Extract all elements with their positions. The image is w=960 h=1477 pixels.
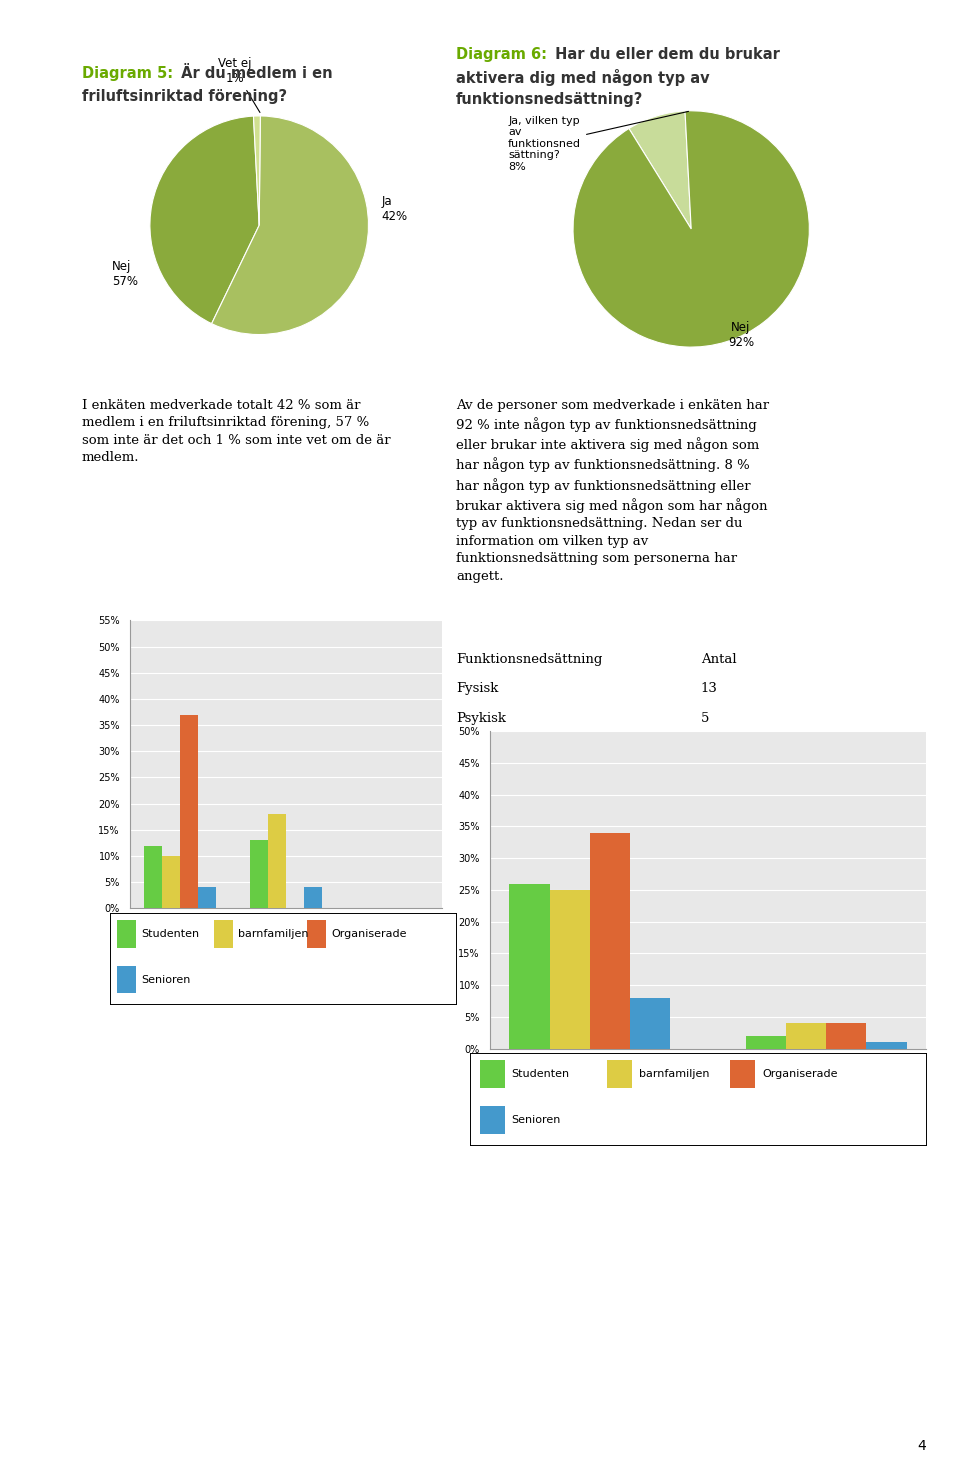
Text: Vet ej
1%: Vet ej 1%	[219, 58, 260, 112]
Text: Diagram 6:: Diagram 6:	[456, 47, 547, 62]
Text: Nej
57%: Nej 57%	[111, 260, 137, 288]
Text: Fysisk: Fysisk	[456, 682, 498, 696]
Bar	[746, 1035, 786, 1049]
Text: Organiserade: Organiserade	[331, 929, 407, 939]
Bar	[117, 920, 136, 948]
Bar	[307, 920, 326, 948]
Wedge shape	[573, 111, 809, 347]
Wedge shape	[253, 115, 260, 226]
Text: Är du medlem i en: Är du medlem i en	[176, 66, 332, 81]
Bar	[214, 920, 233, 948]
Text: Funktionsnedsättning: Funktionsnedsättning	[456, 653, 602, 666]
Text: Av de personer som medverkade i enkäten har
92 % inte någon typ av funktionsneds: Av de personer som medverkade i enkäten …	[456, 399, 769, 583]
Bar	[786, 1024, 827, 1049]
Text: Studenten: Studenten	[512, 1069, 569, 1080]
Wedge shape	[629, 111, 691, 229]
Bar	[198, 888, 216, 908]
Bar	[589, 833, 630, 1049]
Text: Organiserade: Organiserade	[762, 1069, 838, 1080]
Text: friluftsinriktad förening?: friluftsinriktad förening?	[82, 89, 287, 103]
Text: Studenten: Studenten	[141, 929, 200, 939]
Text: aktivera dig med någon typ av: aktivera dig med någon typ av	[456, 69, 709, 87]
Bar	[303, 888, 322, 908]
Text: I enkäten medverkade totalt 42 % som är
medlem i en friluftsinriktad förening, 5: I enkäten medverkade totalt 42 % som är …	[82, 399, 390, 464]
Text: Ja
42%: Ja 42%	[382, 195, 408, 223]
Bar	[866, 1043, 906, 1049]
Wedge shape	[150, 117, 259, 323]
Text: Nej
92%: Nej 92%	[728, 321, 754, 349]
Bar	[180, 715, 198, 908]
Bar	[630, 998, 670, 1049]
Text: 4: 4	[918, 1440, 926, 1453]
Text: funktionsnedsättning?: funktionsnedsättning?	[456, 92, 643, 106]
Bar	[607, 1060, 633, 1089]
Bar	[480, 1106, 505, 1134]
Text: Senioren: Senioren	[512, 1115, 561, 1125]
Text: Senioren: Senioren	[141, 975, 191, 985]
Bar	[162, 857, 180, 908]
Bar	[268, 814, 286, 908]
Bar	[827, 1024, 866, 1049]
Bar	[144, 845, 162, 908]
Text: Diagram 5:: Diagram 5:	[82, 66, 173, 81]
Wedge shape	[211, 117, 369, 334]
Text: Psykisk: Psykisk	[456, 712, 506, 725]
Bar	[117, 966, 136, 994]
Text: barnfamiljen: barnfamiljen	[639, 1069, 709, 1080]
Text: Antal: Antal	[701, 653, 736, 666]
Text: barnfamiljen: barnfamiljen	[238, 929, 309, 939]
Bar	[731, 1060, 756, 1089]
Bar	[510, 883, 550, 1049]
Text: Har du eller dem du brukar: Har du eller dem du brukar	[550, 47, 780, 62]
Text: 5: 5	[701, 712, 709, 725]
Bar	[250, 840, 268, 908]
Text: 13: 13	[701, 682, 718, 696]
Bar	[480, 1060, 505, 1089]
Text: Ja, vilken typ
av
funktionsned
sättning?
8%: Ja, vilken typ av funktionsned sättning?…	[508, 111, 688, 171]
Bar	[550, 889, 589, 1049]
